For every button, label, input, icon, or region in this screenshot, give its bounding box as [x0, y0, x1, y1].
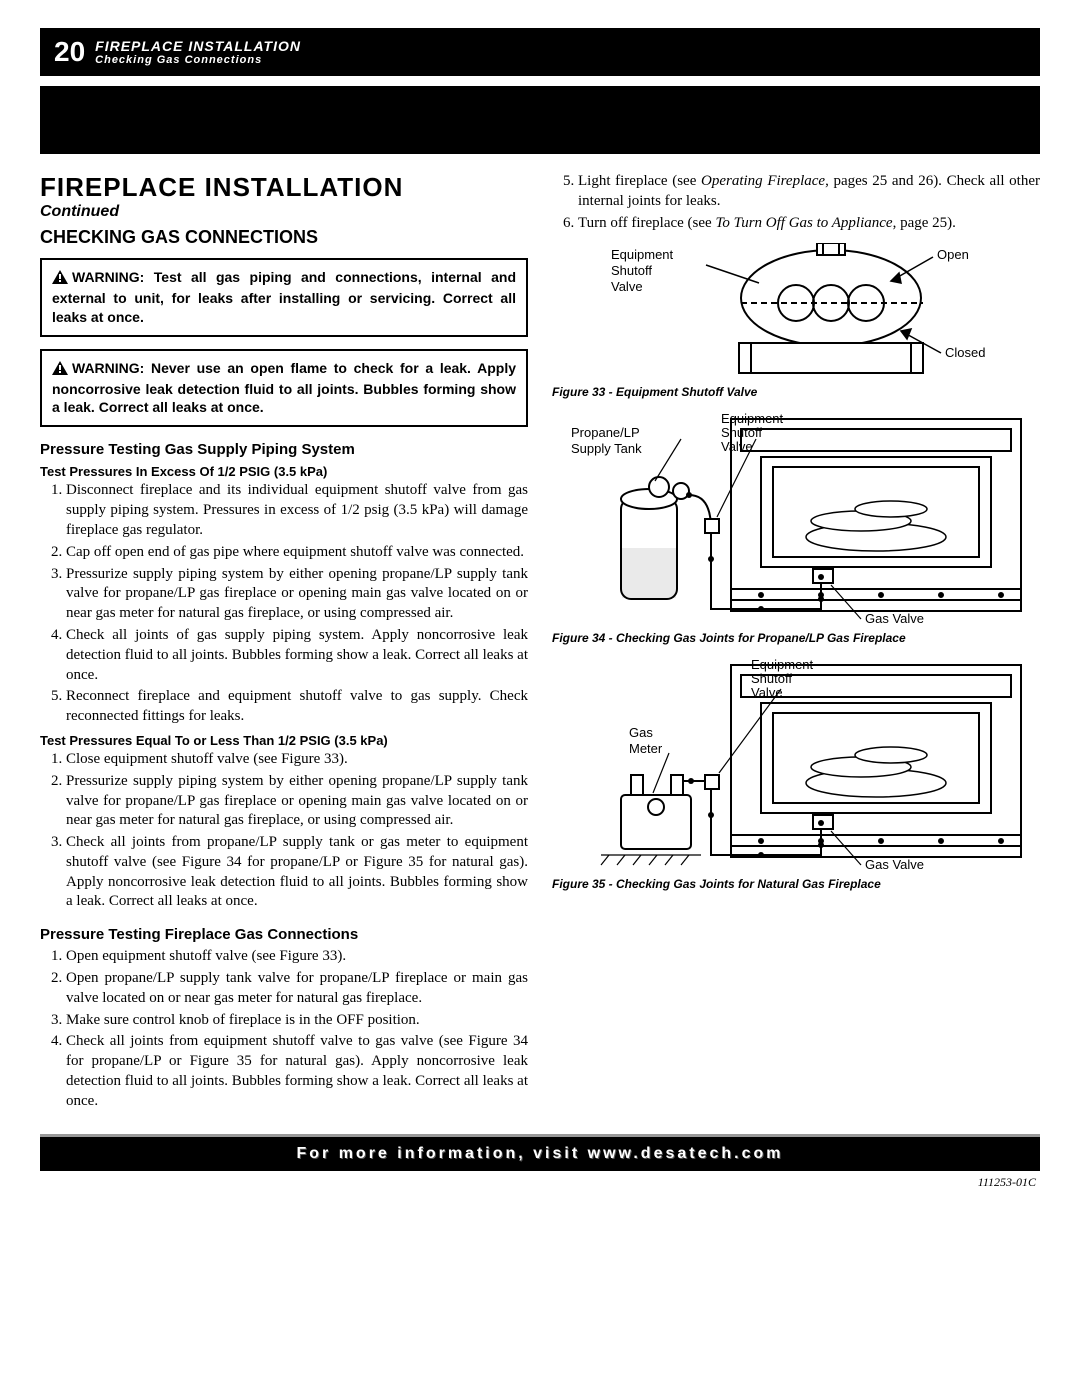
fig33-label-closed: Closed	[945, 345, 985, 360]
list-item: Light fireplace (see Operating Fireplace…	[578, 172, 1040, 212]
figure-34-caption: Figure 34 - Checking Gas Joints for Prop…	[552, 631, 1040, 645]
header-bar: 20 FIREPLACE INSTALLATION Checking Gas C…	[40, 28, 1040, 76]
fig35-label-eq2: Shutoff	[751, 671, 792, 686]
warning-icon	[52, 361, 68, 380]
fig33-label-shutoff: Shutoff	[611, 263, 652, 278]
subsub-excess: Test Pressures In Excess Of 1/2 PSIG (3.…	[40, 464, 528, 479]
fig34-label-eq3: Valve	[721, 439, 753, 454]
figure-33: Equipment Shutoff Valve Open Closed Figu…	[552, 243, 1040, 399]
header-subtitle: Checking Gas Connections	[95, 54, 301, 66]
header-title: FIREPLACE INSTALLATION	[95, 38, 301, 54]
warning-box-1: WARNING: Test all gas piping and connect…	[40, 258, 528, 337]
warning-box-2: WARNING: Never use an open flame to chec…	[40, 349, 528, 428]
list-item: Pressurize supply piping system by eithe…	[66, 565, 528, 624]
warning-2-text: WARNING: Never use an open flame to chec…	[52, 360, 516, 416]
list-item: Check all joints of gas supply piping sy…	[66, 626, 528, 685]
fig34-label-eq1: Equipment	[721, 411, 784, 426]
page: 20 FIREPLACE INSTALLATION Checking Gas C…	[0, 0, 1080, 1202]
figure-35-caption: Figure 35 - Checking Gas Joints for Natu…	[552, 877, 1040, 891]
list-item: Pressurize supply piping system by eithe…	[66, 772, 528, 831]
fig34-label-eq2: Shutoff	[721, 425, 762, 440]
list-excess: Disconnect fireplace and its individual …	[40, 481, 528, 727]
header-text: FIREPLACE INSTALLATION Checking Gas Conn…	[95, 38, 301, 66]
list-item: Check all joints from propane/LP supply …	[66, 833, 528, 912]
fig35-label-meter-2: Meter	[629, 741, 663, 756]
figure-33-caption: Figure 33 - Equipment Shutoff Valve	[552, 385, 1040, 399]
italic-ref: To Turn Off Gas to Appliance	[715, 215, 892, 231]
fig35-label-gasvalve: Gas Valve	[865, 857, 924, 872]
figure-34: Propane/LP Supply Tank Equipment Shutoff…	[552, 409, 1040, 645]
italic-ref: Operating Fireplace	[701, 173, 825, 189]
subheading-fireplace-conn: Pressure Testing Fireplace Gas Connectio…	[40, 926, 528, 943]
figure-34-svg: Propane/LP Supply Tank Equipment Shutoff…	[561, 409, 1031, 629]
list-fireplace: Open equipment shutoff valve (see Figure…	[40, 947, 528, 1111]
figure-35: Gas Meter Equipment Shutoff Valve Gas Va…	[552, 655, 1040, 891]
subheading-pressure-supply: Pressure Testing Gas Supply Piping Syste…	[40, 441, 528, 458]
list-item: Open propane/LP supply tank valve for pr…	[66, 969, 528, 1009]
list-item: Turn off fireplace (see To Turn Off Gas …	[578, 214, 1040, 234]
document-number: 111253-01C	[40, 1175, 1040, 1190]
figure-35-svg: Gas Meter Equipment Shutoff Valve Gas Va…	[561, 655, 1031, 875]
text: , page 25).	[893, 215, 956, 231]
left-column: FIREPLACE INSTALLATION Continued CHECKIN…	[40, 172, 528, 1114]
text: Light fireplace (see	[578, 173, 701, 189]
list-item: Make sure control knob of fireplace is i…	[66, 1011, 528, 1031]
fig33-label-equipment: Equipment	[611, 247, 674, 262]
warning-1-text: WARNING: Test all gas piping and connect…	[52, 269, 516, 325]
footer-bar: For more information, visit www.desatech…	[40, 1134, 1040, 1171]
fig35-label-eq3: Valve	[751, 685, 783, 700]
figure-33-svg: Equipment Shutoff Valve Open Closed	[581, 243, 1011, 383]
list-item: Check all joints from equipment shutoff …	[66, 1032, 528, 1111]
fig34-label-propane-2: Supply Tank	[571, 441, 642, 456]
fig34-label-gasvalve: Gas Valve	[865, 611, 924, 626]
list-item: Cap off open end of gas pipe where equip…	[66, 543, 528, 563]
page-number: 20	[50, 34, 95, 70]
right-column: Light fireplace (see Operating Fireplace…	[552, 172, 1040, 1114]
fig35-label-meter-1: Gas	[629, 725, 653, 740]
fig33-label-valve: Valve	[611, 279, 643, 294]
list-equal: Close equipment shutoff valve (see Figur…	[40, 750, 528, 912]
warning-icon	[52, 270, 68, 289]
list-item: Close equipment shutoff valve (see Figur…	[66, 750, 528, 770]
header-black-block	[40, 86, 1040, 154]
fig33-label-open: Open	[937, 247, 969, 262]
list-item: Reconnect fireplace and equipment shutof…	[66, 687, 528, 727]
subsub-equal: Test Pressures Equal To or Less Than 1/2…	[40, 733, 528, 748]
fig34-label-propane-1: Propane/LP	[571, 425, 640, 440]
text: Turn off fireplace (see	[578, 215, 715, 231]
continued-label: Continued	[40, 203, 528, 221]
list-item: Disconnect fireplace and its individual …	[66, 481, 528, 540]
content-columns: FIREPLACE INSTALLATION Continued CHECKIN…	[40, 172, 1040, 1114]
list-item: Open equipment shutoff valve (see Figure…	[66, 947, 528, 967]
main-title: FIREPLACE INSTALLATION	[40, 172, 528, 203]
fig35-label-eq1: Equipment	[751, 657, 814, 672]
section-heading: CHECKING GAS CONNECTIONS	[40, 227, 528, 248]
list-continued: Light fireplace (see Operating Fireplace…	[552, 172, 1040, 233]
